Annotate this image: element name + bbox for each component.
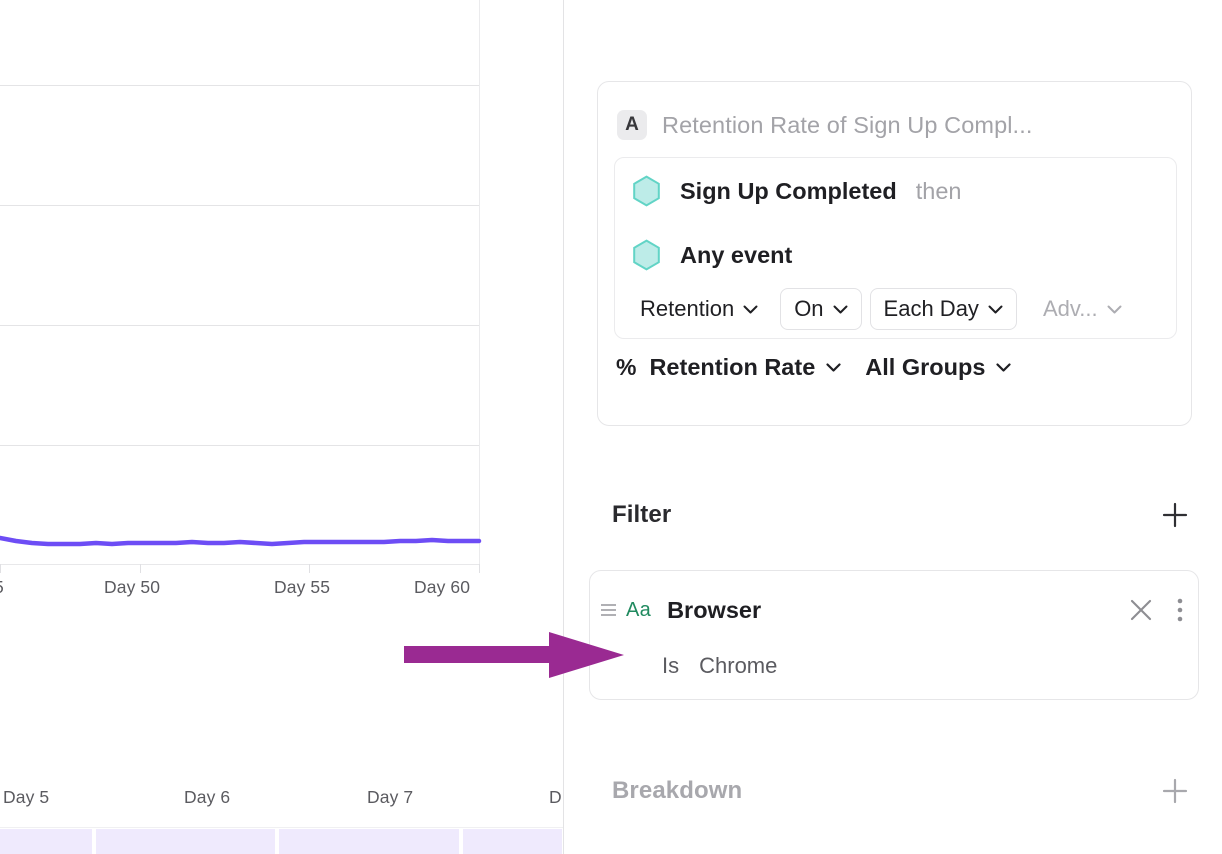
- dropdown-on[interactable]: On: [780, 288, 862, 330]
- annotation-arrow-icon: [404, 632, 624, 678]
- breakdown-section-title: Breakdown: [612, 777, 743, 804]
- dropdown-label: Retention: [640, 296, 735, 321]
- chevron-down-icon: [1107, 305, 1122, 313]
- x-axis-tick: [0, 564, 1, 573]
- event-steps-card: Sign Up Completed then Any event Retenti…: [614, 157, 1177, 339]
- lower-axis-label: Day 7: [367, 787, 414, 807]
- gridline: [0, 445, 480, 446]
- filter-property-name[interactable]: Browser: [667, 596, 762, 623]
- table-cell: [0, 829, 94, 854]
- measurement-dropdown-row: Retention On Each Day: [626, 288, 1136, 330]
- filter-section-title: Filter: [612, 501, 672, 528]
- event-title-row[interactable]: A Retention Rate of Sign Up Compl...: [617, 104, 1175, 146]
- dropdown-retention[interactable]: Retention: [626, 288, 773, 330]
- filter-row[interactable]: Aa Browser: [600, 593, 1184, 627]
- event-step-label: Sign Up Completed: [680, 177, 897, 204]
- dropdown-all-groups[interactable]: All Groups: [865, 354, 1012, 381]
- dropdown-retention-rate[interactable]: Retention Rate: [649, 354, 841, 381]
- table-cell: [463, 829, 564, 854]
- event-title-input[interactable]: Retention Rate of Sign Up Compl...: [662, 111, 1033, 138]
- chevron-down-icon: [833, 305, 848, 313]
- table-cell: [96, 829, 277, 854]
- hexagon-icon: [633, 239, 660, 271]
- panel-divider[interactable]: [563, 0, 564, 854]
- chevron-down-icon: [743, 305, 758, 313]
- event-step-1[interactable]: Sign Up Completed then: [632, 175, 961, 207]
- dropdown-label: Each Day: [883, 296, 979, 321]
- series-letter-badge: A: [617, 110, 647, 140]
- event-definition-card: A Retention Rate of Sign Up Compl... Sig…: [597, 81, 1192, 426]
- retention-table-row: [0, 829, 564, 854]
- chevron-down-icon: [988, 305, 1003, 313]
- drag-handle-icon[interactable]: [600, 603, 617, 617]
- filter-section-header: Filter: [612, 497, 1190, 533]
- metric-measure-label: Retention Rate: [649, 354, 816, 380]
- percent-symbol-icon: %: [616, 354, 637, 380]
- gridline: [0, 85, 480, 86]
- plus-icon: [1162, 778, 1188, 804]
- more-vertical-icon: [1177, 598, 1183, 622]
- lower-axis-label: Day 6: [184, 787, 231, 807]
- x-axis-label: Day 55: [274, 577, 331, 597]
- remove-filter-button[interactable]: [1128, 597, 1154, 623]
- dropdown-each-day[interactable]: Each Day: [869, 288, 1017, 330]
- dropdown-advanced[interactable]: Adv...: [1028, 288, 1136, 330]
- breakdown-section-header: Breakdown: [612, 773, 1190, 809]
- event-step-2[interactable]: Any event: [632, 239, 792, 271]
- plot-area-right-edge: [479, 0, 480, 564]
- hexagon-icon: [633, 175, 660, 207]
- filter-condition-row[interactable]: Is Chrome: [662, 653, 777, 679]
- lower-axis-label: Day 5: [3, 787, 50, 807]
- x-axis-tick: [479, 564, 480, 573]
- metric-group-label: All Groups: [865, 354, 986, 380]
- metric-row: % Retention Rate All Groups: [616, 354, 1012, 381]
- filter-card: Aa Browser: [589, 570, 1199, 700]
- x-axis-label: Day 50: [104, 577, 161, 597]
- table-top-border: [0, 827, 564, 828]
- add-filter-button[interactable]: [1160, 500, 1190, 530]
- x-axis-line: [0, 564, 480, 565]
- x-axis-tick: [309, 564, 310, 573]
- retention-trend-line: [0, 535, 482, 547]
- filter-operator[interactable]: Is: [662, 653, 680, 678]
- close-icon: [1130, 599, 1152, 621]
- filter-row-actions: [1128, 597, 1184, 623]
- query-config-panel: A Retention Rate of Sign Up Compl... Sig…: [564, 0, 1222, 854]
- filter-more-options-button[interactable]: [1176, 597, 1184, 623]
- x-axis-label-partial: 5: [0, 577, 4, 598]
- table-cell: [279, 829, 461, 854]
- x-axis-tick: [140, 564, 141, 573]
- chevron-down-icon: [826, 363, 841, 372]
- event-step-suffix: then: [915, 177, 962, 204]
- plus-icon: [1162, 502, 1188, 528]
- filter-value[interactable]: Chrome: [699, 653, 778, 678]
- chevron-down-icon: [996, 363, 1012, 372]
- gridline: [0, 205, 480, 206]
- event-step-label: Any event: [680, 241, 793, 268]
- lower-axis-label: D: [549, 787, 562, 807]
- dropdown-label: On: [794, 296, 824, 321]
- x-axis-label: Day 60: [414, 577, 471, 597]
- text-type-icon: Aa: [626, 598, 652, 621]
- dropdown-label: Adv...: [1042, 296, 1098, 321]
- gridline: [0, 325, 480, 326]
- add-breakdown-button[interactable]: [1160, 776, 1190, 806]
- retention-chart-panel: 5 Day 50 Day 55 Day 60 Day 5 Day 6 Day 7…: [0, 0, 564, 854]
